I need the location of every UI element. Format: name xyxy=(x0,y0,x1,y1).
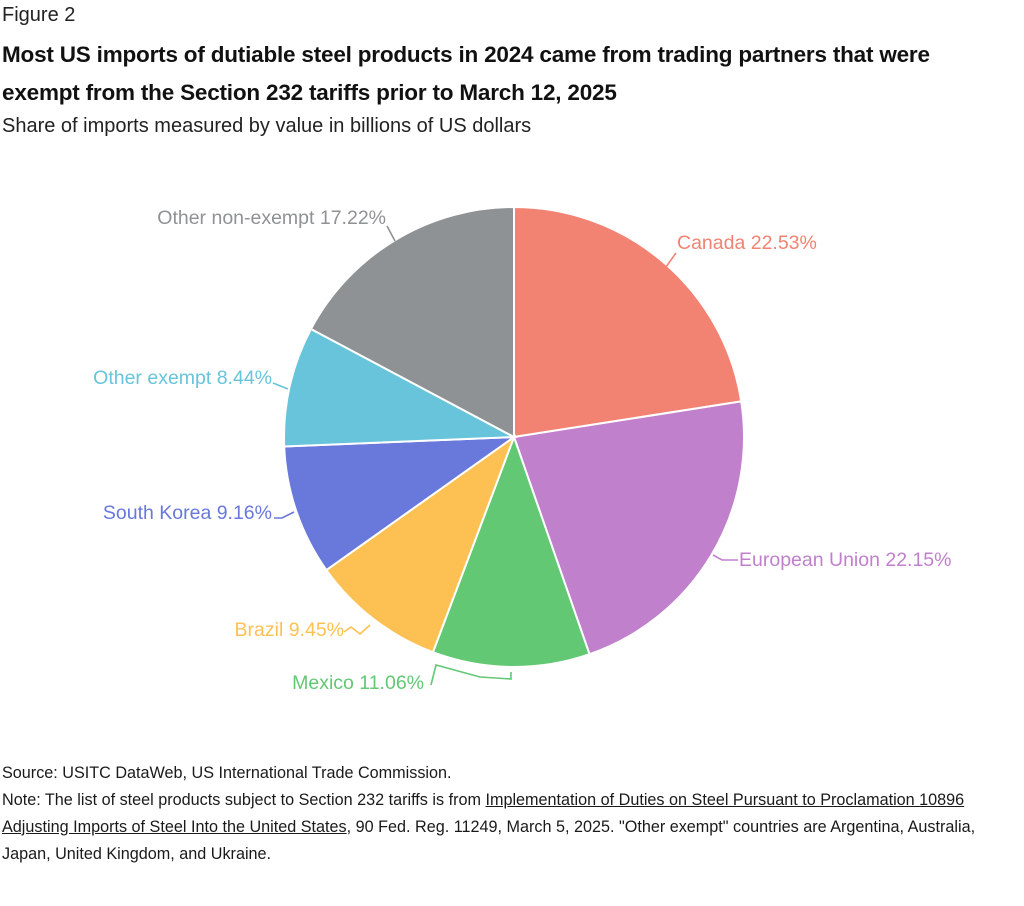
pie-slice-south-korea xyxy=(283,435,518,572)
chart-title: Most US imports of dutiable steel produc… xyxy=(2,42,930,105)
leader-line-brazil xyxy=(343,624,371,636)
leader-lines xyxy=(272,225,738,686)
note: Note: The list of steel products subject… xyxy=(2,787,1012,868)
source-note: Source: USITC DataWeb, US International … xyxy=(2,764,452,782)
slice-label-mexico: Mexico 11.06% xyxy=(292,672,424,694)
pie-slice-european-union xyxy=(512,400,745,656)
chart-subtitle: Share of imports measured by value in bi… xyxy=(2,115,532,137)
slice-label-brazil: Brazil 9.45% xyxy=(235,619,344,641)
slice-label-canada: Canada 22.53% xyxy=(677,232,817,254)
leader-line-south-korea xyxy=(274,511,295,519)
pie-slices xyxy=(283,205,745,668)
note-prefix: Note: The list of steel products subject… xyxy=(2,791,486,809)
slice-label-other-non-exempt: Other non-exempt 17.22% xyxy=(157,207,386,229)
leader-line-canada xyxy=(657,252,677,279)
leader-line-mexico xyxy=(430,664,512,686)
slice-labels: Canada 22.53% European Union 22.15% Mexico… xyxy=(93,207,951,694)
note-suffix: , 90 Fed. Reg. 11249, March 5, 2025. "Ot… xyxy=(2,818,976,863)
pie-slice-mexico xyxy=(431,434,591,668)
pie-chart: Canada 22.53% European Union 22.15% Mexico… xyxy=(93,205,952,694)
pie-slice-canada xyxy=(513,205,743,439)
regulation-link[interactable]: Implementation of Duties on Steel Pursua… xyxy=(2,791,965,836)
pie-slice-brazil xyxy=(324,434,517,654)
pie-slice-other-exempt xyxy=(283,327,518,448)
leader-line-european-union xyxy=(712,554,738,561)
leader-line-other-non-exempt xyxy=(386,225,396,242)
slice-label-south-korea: South Korea 9.16% xyxy=(103,502,272,524)
figure-label: Figure 2 xyxy=(2,4,76,26)
leader-line-other-exempt xyxy=(272,382,289,390)
pie-slice-other-non-exempt xyxy=(309,205,515,439)
slice-label-other-exempt: Other exempt 8.44% xyxy=(93,367,272,389)
slice-label-european-union: European Union 22.15% xyxy=(739,549,952,571)
chart-footer: Source: USITC DataWeb, US International … xyxy=(2,760,1012,868)
